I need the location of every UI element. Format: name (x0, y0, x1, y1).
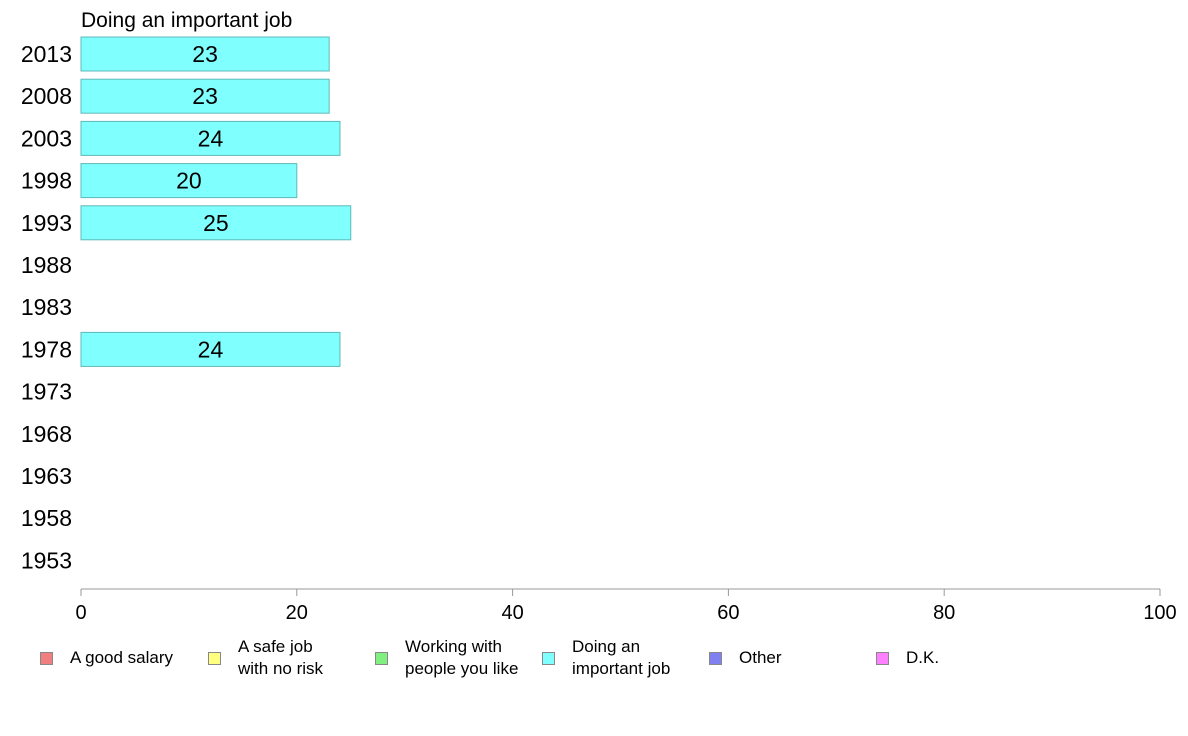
category-label: 2008 (21, 83, 72, 109)
bar-value-label: 23 (192, 41, 218, 67)
category-label: 1953 (21, 547, 72, 573)
bar-value-label: 20 (176, 168, 202, 194)
x-axis-ticks: 0 20 40 60 80 100 (75, 589, 1177, 624)
bar-value-label: 25 (203, 210, 229, 236)
category-label: 1963 (21, 463, 72, 489)
x-tick-label: 20 (286, 602, 308, 624)
bar-value-label: 23 (192, 83, 218, 109)
bar (80, 163, 298, 199)
category-label: 2003 (21, 125, 72, 151)
category-label: 2013 (21, 41, 72, 67)
x-tick-label: 100 (1143, 602, 1176, 624)
category-label: 1983 (21, 294, 72, 320)
category-label: 1993 (21, 210, 72, 236)
bar (80, 78, 330, 114)
x-tick-label: 0 (75, 602, 86, 624)
category-label: 1998 (21, 168, 72, 194)
bar (80, 331, 341, 367)
category-label: 1978 (21, 336, 72, 362)
bar-value-label: 24 (198, 125, 224, 151)
x-tick-label: 80 (933, 602, 955, 624)
bar (80, 120, 341, 156)
x-tick-label: 60 (717, 602, 739, 624)
bar (80, 205, 352, 241)
category-labels: 2013 2008 2003 1998 1993 1988 1983 1978 1973 1968… (21, 41, 72, 573)
bar-value-label: 24 (198, 336, 224, 362)
category-label: 1973 (21, 379, 72, 405)
category-label: 1968 (21, 421, 72, 447)
bar (80, 36, 330, 72)
x-tick-label: 40 (501, 602, 523, 624)
category-label: 1988 (21, 252, 72, 278)
category-label: 1958 (21, 505, 72, 531)
chart-title: Doing an important job (81, 9, 292, 32)
